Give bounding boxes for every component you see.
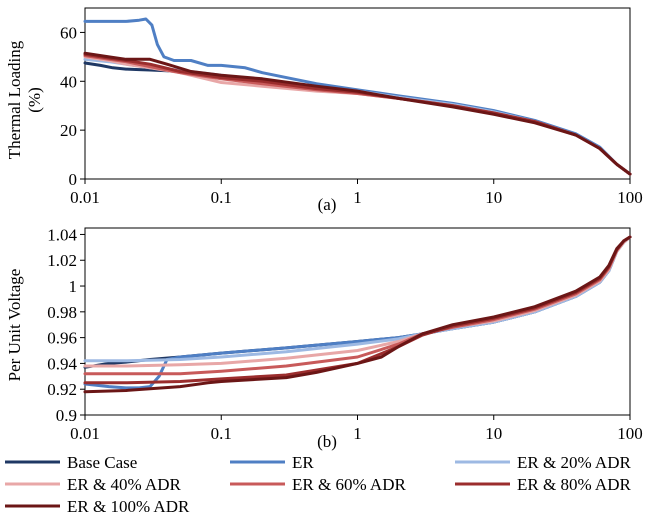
- panel-b-x-tick-label: 0.1: [211, 424, 232, 443]
- panel-b-x-tick-label: 1: [353, 424, 362, 443]
- panel-a-series-line-7: [83, 51, 632, 176]
- panel-b-plot-area: 0.01 0.1 1 10 100 0.9 0.92 0.94 0.96 0.98 1 1.02 1.0…: [47, 225, 643, 443]
- panel-a-x-tick-label: 10: [485, 188, 502, 207]
- panel-a-y-axis-label-line2: (%): [25, 87, 44, 112]
- panel-a-x-tick-label: 0.1: [211, 188, 232, 207]
- legend-label-4: ER & 40% ADR: [67, 475, 181, 494]
- panel-a-plot-area: 0.01 0.1 1 10 100 0 20 40 60: [60, 7, 643, 207]
- panel-a-series-line-5: [83, 54, 632, 176]
- panel-a-y-tick-label: 0: [69, 170, 78, 189]
- panel-a-series-line-3: [83, 57, 632, 176]
- panel-a-y-tick-label: 20: [60, 121, 77, 140]
- panel-b-per-unit-voltage: Per Unit Voltage 0.01 0.1 1 10 100 0.9 0.92 0.9…: [5, 225, 643, 451]
- legend-label-1: Base Case: [67, 453, 137, 472]
- panel-a-y-axis-label-line1: Thermal Loading: [5, 40, 24, 159]
- panel-a-y-tick-label: 60: [60, 23, 77, 42]
- panel-b-y-tick-label: 0.92: [47, 380, 77, 399]
- panel-b-label: (b): [317, 432, 337, 451]
- panel-a-label: (a): [318, 195, 337, 214]
- panel-a-series-line-4: [83, 55, 632, 176]
- panel-b-x-tick-label: 10: [485, 424, 502, 443]
- legend-label-3: ER & 20% ADR: [517, 453, 631, 472]
- panel-b-y-tick-label: 0.96: [47, 329, 77, 348]
- panel-b-series-line-5: [83, 235, 632, 376]
- panel-b-x-tick-label: 100: [617, 424, 643, 443]
- panel-a-x-tick-label: 100: [617, 188, 643, 207]
- legend-label-7: ER & 100% ADR: [67, 497, 190, 516]
- panel-a-series-line-1: [83, 61, 632, 176]
- legend: Base Case ER ER & 20% ADR ER & 40% ADR ER & …: [5, 453, 631, 516]
- panel-b-y-tick-label: 0.9: [56, 406, 77, 425]
- legend-label-2: ER: [292, 453, 314, 472]
- legend-label-5: ER & 60% ADR: [292, 475, 406, 494]
- panel-b-x-tick-label: 0.01: [70, 424, 100, 443]
- panel-b-y-axis-label: Per Unit Voltage: [5, 269, 24, 382]
- panel-a-series-line-6: [83, 52, 632, 176]
- panel-a-series-line-2: [83, 17, 632, 176]
- legend-label-6: ER & 80% ADR: [517, 475, 631, 494]
- panel-a-thermal-loading: Thermal Loading (%) 0.01 0.1 1 10 100 0 20 40 60…: [5, 7, 643, 214]
- panel-b-y-tick-label: 1.02: [47, 251, 77, 270]
- panel-a-x-tick-label: 0.01: [70, 188, 100, 207]
- panel-b-y-tick-label: 0.98: [47, 303, 77, 322]
- panel-a-y-tick-label: 40: [60, 72, 77, 91]
- panel-b-y-tick-label: 1.04: [47, 225, 77, 244]
- panel-a-x-tick-label: 1: [353, 188, 362, 207]
- panel-b-y-tick-label: 0.94: [47, 354, 77, 373]
- panel-b-series-line-7: [83, 235, 632, 394]
- panel-b-y-tick-label: 1: [69, 277, 78, 296]
